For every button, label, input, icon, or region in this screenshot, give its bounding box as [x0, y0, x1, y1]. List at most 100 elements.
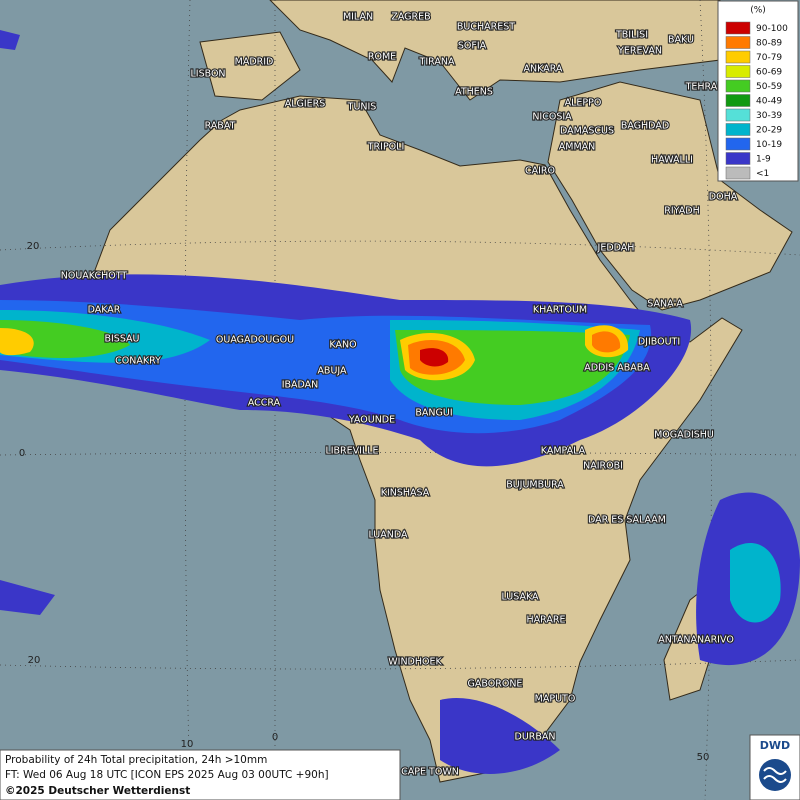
logo-waves [763, 767, 787, 783]
city-label: DURBAN [515, 732, 556, 743]
city-label: ABUJA [317, 366, 347, 377]
legend-swatch [725, 65, 751, 78]
city-label: SOFIA [458, 41, 487, 52]
copyright: ©2025 Deutscher Wetterdienst [5, 785, 190, 797]
legend-label: 20-29 [756, 126, 782, 136]
logo-text: DWD [760, 739, 790, 752]
city-label: DAKAR [88, 305, 121, 316]
city-label: OUAGADOUGOU [216, 335, 294, 346]
legend-label: 90-100 [756, 24, 788, 34]
legend-swatch [725, 108, 751, 122]
grid-label: 50 [697, 752, 710, 763]
city-label: LUANDA [368, 530, 408, 541]
legend-swatch [725, 123, 751, 136]
grid-label: 20 [28, 655, 41, 666]
city-label: YAOUNDE [348, 415, 395, 426]
legend-label: 30-39 [756, 111, 782, 121]
city-label: KHARTOUM [533, 305, 587, 316]
city-label: MAPUTO [535, 694, 576, 705]
city-label: BUCHAREST [457, 22, 515, 33]
city-label: ANTANANARIVO [658, 635, 734, 646]
city-label: ANKARA [524, 64, 563, 75]
legend-label: 40-49 [756, 97, 782, 107]
city-label: CAPE TOWN [401, 767, 459, 778]
legend-label: 50-59 [756, 82, 782, 92]
city-label: SANA'A [647, 299, 683, 310]
city-label: NOUAKCHOTT [61, 271, 128, 282]
legend-swatch [725, 36, 751, 49]
city-label: KANO [329, 340, 356, 351]
city-label: WINDHOEK [388, 657, 442, 668]
grid-label: 20 [27, 241, 40, 252]
city-label: RIYADH [664, 206, 699, 217]
city-label: ALEPPO [565, 98, 602, 109]
legend-label: 70-79 [756, 53, 782, 63]
legend-title: (%) [750, 6, 766, 16]
city-label: LUSAKA [501, 592, 539, 603]
legend-label: 10-19 [756, 140, 782, 150]
footer-box [0, 749, 401, 800]
grid-label: 0 [19, 448, 25, 459]
logo-icon [759, 759, 791, 791]
city-label: HARARE [527, 615, 566, 626]
legend-swatch [725, 79, 751, 93]
city-label: NAIROBI [583, 461, 623, 472]
legend-swatch [725, 137, 751, 151]
footer: Probability of 24h Total precipitation, … [0, 749, 401, 800]
city-label: ROME [368, 52, 396, 63]
city-label: GABORONE [468, 679, 523, 690]
legend-label: <1 [756, 169, 769, 179]
city-label: BANGUI [415, 408, 452, 419]
legend-label: 80-89 [756, 39, 782, 49]
city-label: DOHA [709, 192, 738, 203]
legend-swatch [725, 166, 751, 180]
city-label: YEREVAN [617, 46, 662, 57]
city-label: DAMASCUS [560, 126, 614, 137]
legend-swatch [725, 94, 751, 107]
city-label: CAIRO [525, 166, 555, 177]
footer-line: Probability of 24h Total precipitation, … [5, 754, 267, 766]
city-label: MADRID [235, 57, 274, 68]
city-label: AMMAN [559, 142, 596, 153]
legend-swatch [725, 152, 751, 165]
city-label: KINSHASA [381, 488, 430, 499]
city-label: TRIPOLI [367, 142, 405, 153]
city-label: ACCRA [248, 398, 281, 409]
legend-label: 60-69 [756, 68, 782, 78]
city-label: CONAKRY [115, 356, 161, 367]
legend: (%) 90-100 80-89 70-79 60-69 50-59 40-49 30-39… [717, 0, 799, 182]
city-label: JEDDAH [597, 243, 635, 254]
city-label: NICOSIA [532, 112, 572, 123]
legend-label: 1-9 [756, 155, 771, 165]
city-label: RABAT [205, 121, 236, 132]
city-label: MOGADISHU [654, 430, 714, 441]
city-label: LIBREVILLE [325, 446, 378, 457]
city-label: BAKU [668, 35, 694, 46]
city-label: LISBON [190, 69, 225, 80]
precipitation [0, 30, 800, 774]
city-label: BISSAU [104, 334, 139, 345]
city-label: MILAN [343, 12, 373, 23]
city-label: ATHENS [455, 87, 493, 98]
grid-label: 10 [181, 739, 194, 750]
grid-label: 0 [272, 732, 278, 743]
city-label: ADDIS ABABA [584, 363, 650, 374]
legend-swatch [725, 21, 751, 35]
city-label: TUNIS [347, 102, 377, 113]
city-label: TIRANA [419, 57, 455, 68]
city-label: ALGIERS [285, 99, 326, 110]
city-label: DJIBOUTI [638, 337, 680, 348]
city-label: TEHRAN [685, 82, 725, 93]
logo: DWD [749, 734, 800, 800]
legend-swatch [725, 50, 751, 64]
city-label: BAGHDAD [621, 121, 669, 132]
city-label: IBADAN [282, 380, 319, 391]
city-label: ZAGREB [391, 12, 430, 23]
city-label: KAMPALA [541, 446, 586, 457]
city-label: BUJUMBURA [506, 480, 564, 491]
city-label: HAWALLI [651, 155, 693, 166]
city-label: DAR ES SALAAM [588, 515, 666, 526]
footer-line: FT: Wed 06 Aug 18 UTC [ICON EPS 2025 Aug… [5, 769, 329, 781]
city-label: TBILISI [615, 30, 648, 41]
